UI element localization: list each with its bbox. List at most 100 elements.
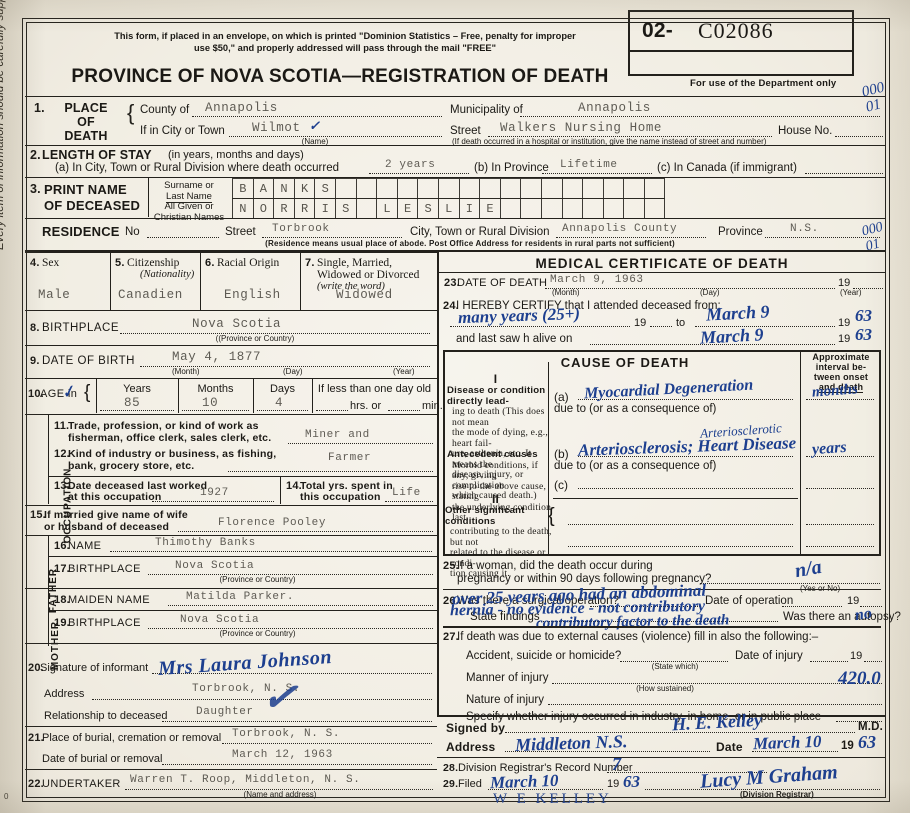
stay-b-value[interactable]: Lifetime xyxy=(560,159,618,171)
q24-to-value[interactable]: March 9 xyxy=(705,301,770,325)
residence-province-value[interactable]: N.S. xyxy=(790,223,819,235)
name-cell[interactable] xyxy=(644,198,666,219)
name-cell[interactable] xyxy=(418,178,439,199)
name-cell[interactable]: L xyxy=(377,198,398,219)
q29-year-value[interactable]: 63 xyxy=(623,772,640,791)
name-cell[interactable]: E xyxy=(480,198,501,219)
age-months-value[interactable]: 10 xyxy=(202,396,219,410)
name-cell[interactable]: S xyxy=(315,178,336,199)
name-cell[interactable] xyxy=(521,198,542,219)
name-cell[interactable] xyxy=(500,198,522,219)
q14-value[interactable]: Life xyxy=(392,487,421,499)
q16-value[interactable]: Thimothy Banks xyxy=(155,537,256,549)
name-cell[interactable]: B xyxy=(232,178,254,199)
residence-city-value[interactable]: Annapolis County xyxy=(562,223,678,235)
q17-value[interactable]: Nova Scotia xyxy=(175,560,255,572)
q18-value[interactable]: Matilda Parker. xyxy=(186,591,295,603)
name-cell[interactable]: A xyxy=(253,178,275,199)
name-cell[interactable]: N xyxy=(274,178,295,199)
name-cell[interactable] xyxy=(356,198,378,219)
interval-column-header: Approximate interval be- tween onset and… xyxy=(812,352,870,393)
name-cell[interactable]: K xyxy=(294,178,316,199)
q21-place-value[interactable]: Torbrook, N. S. xyxy=(232,728,341,740)
q12-value[interactable]: Farmer xyxy=(328,452,372,464)
q25-label-2: pregnancy or within 90 days following pr… xyxy=(457,573,712,585)
q20-relationship-value[interactable]: Daughter xyxy=(196,706,254,718)
age-years-value[interactable]: 85 xyxy=(124,396,141,410)
q20-address-value[interactable]: Torbrook, N. S. xyxy=(192,683,301,695)
q27-code-value[interactable]: 420.0 xyxy=(838,668,881,689)
q25-value[interactable]: n/a xyxy=(793,555,824,583)
name-cell[interactable] xyxy=(459,178,481,199)
q24-lastsaw-value[interactable]: March 9 xyxy=(699,324,764,348)
physician-address-value[interactable]: Middleton N.S. xyxy=(514,731,628,755)
name-cell[interactable]: I xyxy=(459,198,481,219)
name-cell[interactable] xyxy=(624,198,645,219)
county-value[interactable]: Annapolis xyxy=(205,101,278,115)
q23-num: 23. xyxy=(444,277,460,289)
municipality-value[interactable]: Annapolis xyxy=(578,101,651,115)
q27-num: 27. xyxy=(443,631,459,643)
physician-year-value[interactable]: 63 xyxy=(858,732,876,752)
birthplace-value[interactable]: Nova Scotia xyxy=(192,317,282,331)
q29-filed-value[interactable]: March 10 xyxy=(489,770,559,793)
q22-value[interactable]: Warren T. Roop, Middleton, N. S. xyxy=(130,774,361,786)
cause-b-interval[interactable]: years xyxy=(811,438,848,459)
racial-origin-value[interactable]: English xyxy=(224,288,281,302)
name-cell[interactable]: R xyxy=(294,198,316,219)
q24-from-value[interactable]: many years (25+) xyxy=(457,303,581,328)
name-cell[interactable] xyxy=(541,198,563,219)
name-cell[interactable]: O xyxy=(253,198,275,219)
q11-value[interactable]: Miner and xyxy=(305,429,370,441)
sex-value[interactable]: Male xyxy=(38,288,71,302)
name-cell[interactable] xyxy=(438,178,460,199)
name-cell[interactable] xyxy=(480,178,501,199)
name-cell[interactable] xyxy=(603,198,625,219)
age-days-value[interactable]: 4 xyxy=(275,396,284,410)
name-cell[interactable] xyxy=(356,178,378,199)
q26-overwrite-line3[interactable]: contributory factor to the death xyxy=(535,612,730,632)
cause-a-interval[interactable]: months xyxy=(811,381,859,401)
name-cell[interactable] xyxy=(562,198,584,219)
name-cell[interactable] xyxy=(583,198,604,219)
name-cell[interactable] xyxy=(335,178,357,199)
q19-value[interactable]: Nova Scotia xyxy=(180,614,260,626)
name-cell[interactable]: L xyxy=(438,198,460,219)
name-cell[interactable] xyxy=(541,178,563,199)
q26-autopsy-value[interactable]: no xyxy=(853,604,873,625)
citizenship-value[interactable]: Canadien xyxy=(118,288,183,302)
dob-value[interactable]: May 4, 1877 xyxy=(172,350,262,364)
q15-value[interactable]: Florence Pooley xyxy=(218,517,327,529)
street-label: Street xyxy=(450,125,481,137)
q24-to-year[interactable]: 63 xyxy=(855,306,872,325)
name-cell[interactable] xyxy=(377,178,398,199)
stay-a-value[interactable]: 2 years xyxy=(385,159,436,171)
q28-value[interactable]: 7 xyxy=(612,754,621,774)
name-cell[interactable] xyxy=(624,178,645,199)
city-town-value[interactable]: Wilmot xyxy=(252,121,301,135)
name-cell[interactable] xyxy=(562,178,584,199)
name-cell[interactable]: E xyxy=(397,198,419,219)
physician-date-value[interactable]: March 10 xyxy=(752,731,822,754)
q24-lastsaw-year[interactable]: 63 xyxy=(855,325,872,344)
name-cell[interactable] xyxy=(500,178,522,199)
street-value[interactable]: Walkers Nursing Home xyxy=(500,121,663,135)
q23-value[interactable]: March 9, 1963 xyxy=(550,274,644,286)
name-cell[interactable] xyxy=(644,178,666,199)
marital-value[interactable]: Widowed xyxy=(336,288,393,302)
name-cell[interactable] xyxy=(603,178,625,199)
name-cell[interactable] xyxy=(583,178,604,199)
q12-num: 12. xyxy=(54,448,70,460)
name-cell[interactable]: S xyxy=(335,198,357,219)
q13-value[interactable]: 1927 xyxy=(200,487,229,499)
name-cell[interactable]: S xyxy=(418,198,439,219)
name-cell[interactable]: R xyxy=(274,198,295,219)
name-cell[interactable]: N xyxy=(232,198,254,219)
name-cell[interactable] xyxy=(397,178,419,199)
name-cell[interactable] xyxy=(521,178,542,199)
residence-street-value[interactable]: Torbrook xyxy=(272,223,330,235)
name-cell[interactable]: I xyxy=(315,198,336,219)
q21-date-value[interactable]: March 12, 1963 xyxy=(232,749,333,761)
